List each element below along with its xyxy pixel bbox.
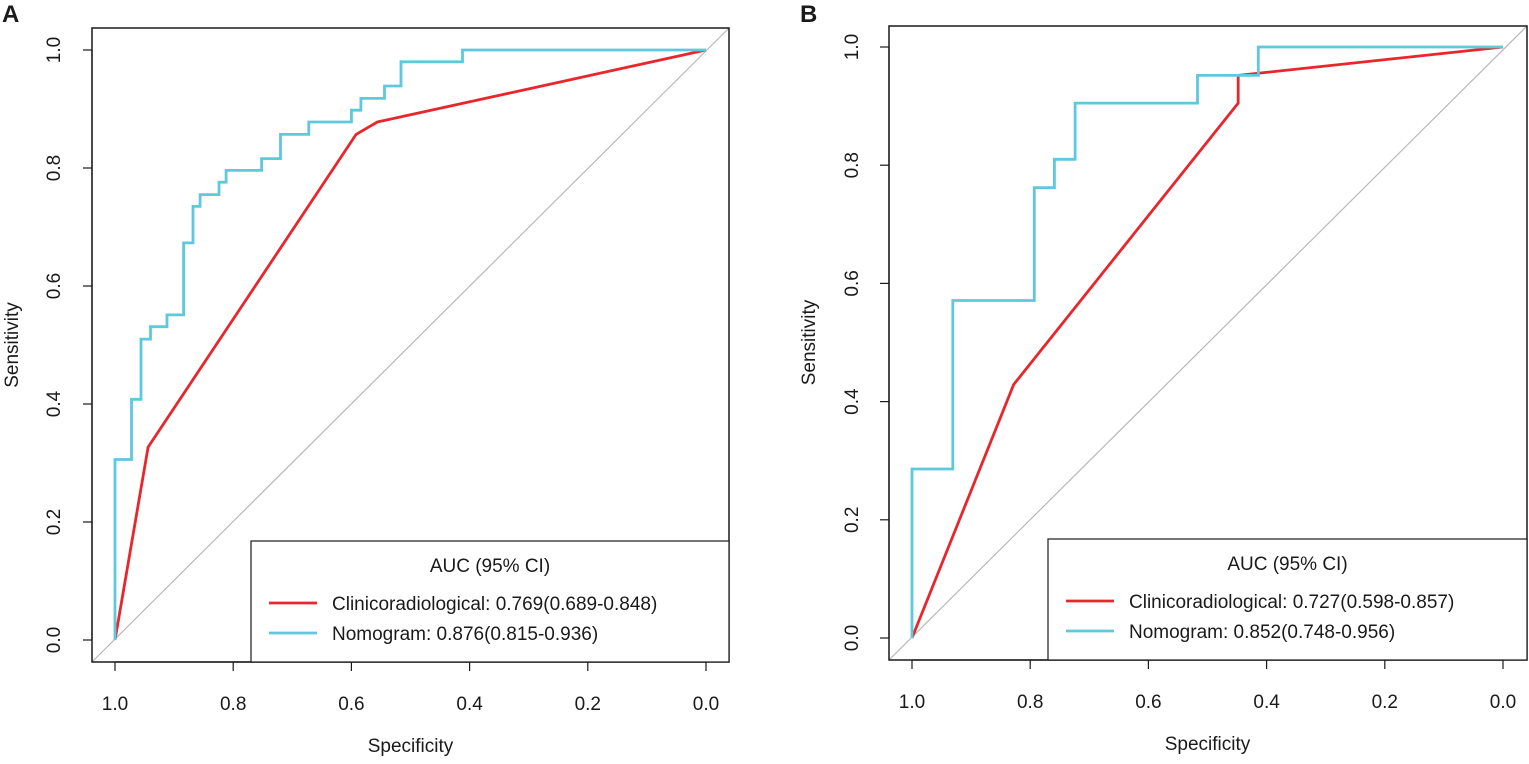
y-tick-label: 0.0 <box>842 625 863 651</box>
x-tick-label: 0.0 <box>1490 692 1516 713</box>
y-tick-label: 1.0 <box>842 34 863 60</box>
legend-title: AUC (95% CI) <box>1227 554 1347 575</box>
x-tick-label: 0.2 <box>1372 692 1398 713</box>
roc-curve-nomogram <box>910 45 1503 638</box>
legend-entry-nomogram: Nomogram: 0.876(0.815-0.936) <box>332 624 598 645</box>
y-tick-label: 0.4 <box>842 388 863 415</box>
x-tick-label: 0.6 <box>1135 692 1161 713</box>
x-tick-label: 0.4 <box>1253 692 1280 713</box>
reference-diagonal-line <box>888 25 1528 661</box>
legend-title: AUC (95% CI) <box>430 556 550 577</box>
y-tick-label: 0.8 <box>44 155 65 181</box>
roc-curve-nomogram <box>113 48 706 640</box>
y-tick-label: 0.4 <box>44 390 65 417</box>
legend-entry-clinicoradiological: Clinicoradiological: 0.769(0.689-0.848) <box>332 594 657 615</box>
legend-entry-nomogram: Nomogram: 0.852(0.748-0.956) <box>1129 622 1395 643</box>
roc-curve-clinicoradiological <box>113 48 707 641</box>
legend-box <box>1047 538 1528 661</box>
y-tick-label: 0.2 <box>44 509 65 535</box>
x-axis-title: Specificity <box>368 736 454 757</box>
y-axis-title: Sensitivity <box>799 299 820 385</box>
panel-label: A <box>2 1 19 28</box>
y-tick-label: 0.8 <box>842 152 863 178</box>
x-tick-label: 0.8 <box>1017 692 1043 713</box>
reference-diagonal-line <box>91 27 730 663</box>
legend-entry-clinicoradiological: Clinicoradiological: 0.727(0.598-0.857) <box>1129 592 1454 613</box>
x-tick-label: 1.0 <box>899 692 925 713</box>
panel-a: A 1.0 0.8 0.6 0.4 0.2 0.0 Specificity 0.0 0.2 0.4 0… <box>2 1 730 757</box>
y-axis-title: Sensitivity <box>2 302 23 388</box>
x-tick-label: 0.6 <box>338 694 364 715</box>
y-tick-label: 1.0 <box>44 37 65 63</box>
x-tick-label: 0.0 <box>693 694 719 715</box>
y-tick-label: 0.6 <box>842 270 863 296</box>
x-axis-title: Specificity <box>1165 734 1251 755</box>
legend-box <box>250 540 730 663</box>
y-tick-label: 0.6 <box>44 273 65 299</box>
x-tick-label: 0.2 <box>575 694 601 715</box>
x-tick-label: 0.8 <box>220 694 246 715</box>
x-tick-label: 0.4 <box>456 694 483 715</box>
y-tick-label: 0.2 <box>842 507 863 533</box>
panel-b: B 1.0 0.8 0.6 0.4 0.2 0.0 Specificity 0.0 0.2 0.4 0… <box>799 1 1528 755</box>
y-tick-label: 0.0 <box>44 627 65 653</box>
x-tick-label: 1.0 <box>102 694 128 715</box>
roc-curve-clinicoradiological <box>910 45 1504 639</box>
panel-label: B <box>800 1 817 28</box>
